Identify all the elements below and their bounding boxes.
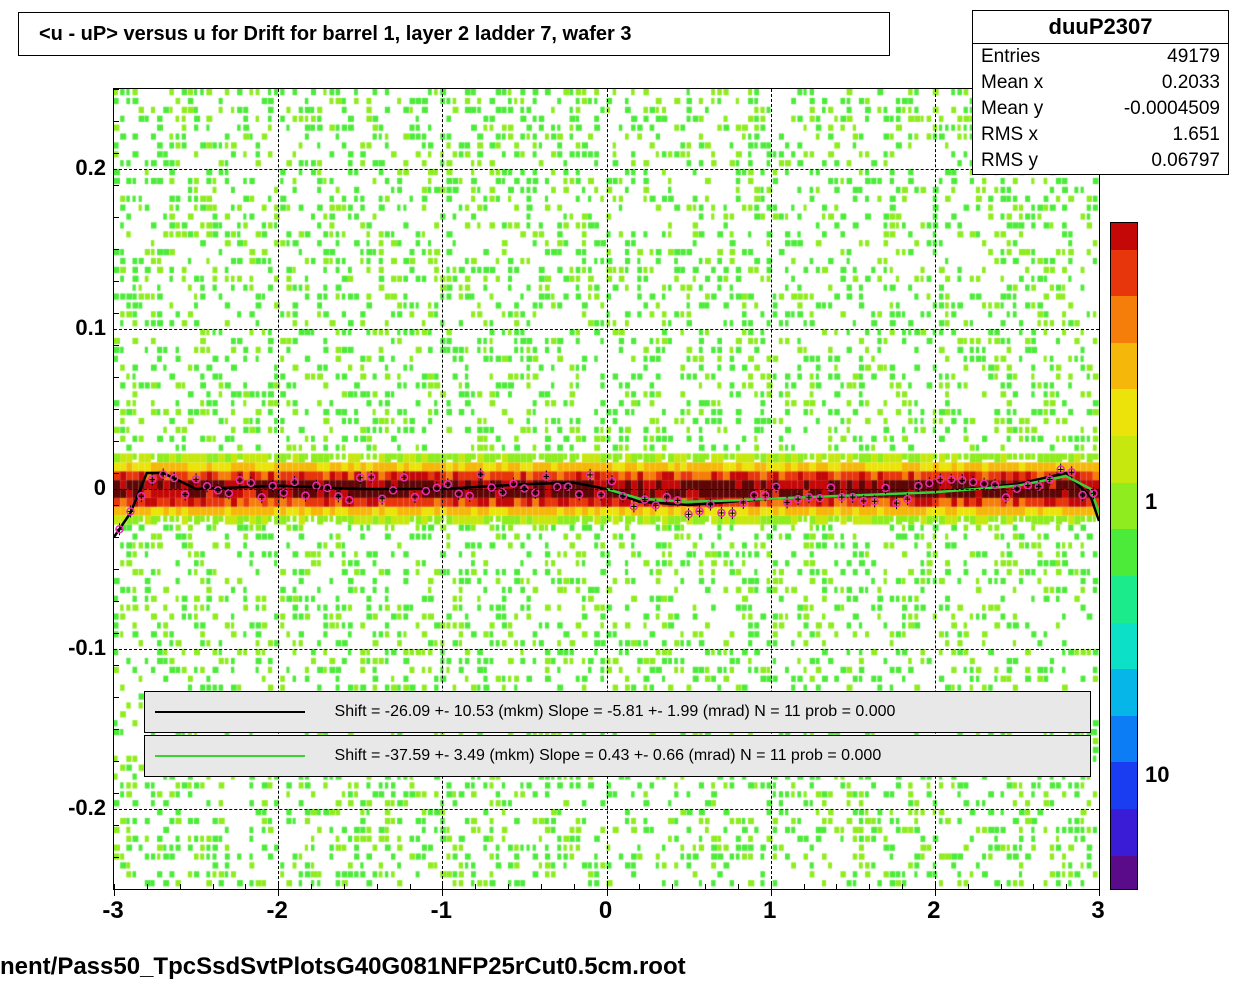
color-seg — [1111, 223, 1137, 250]
x-tick-label: 3 — [1091, 897, 1104, 925]
stats-value: 1.651 — [1172, 124, 1220, 146]
color-seg — [1111, 250, 1137, 297]
plot-title-text: <u - uP> versus u for Drift for barrel 1… — [39, 23, 631, 46]
stats-value: 49179 — [1167, 46, 1220, 68]
fit-legend-row: Shift = -26.09 +- 10.53 (mkm) Slope = -5… — [144, 691, 1092, 733]
stats-label: RMS y — [981, 150, 1038, 172]
x-tick-label: 1 — [763, 897, 776, 925]
color-seg — [1111, 716, 1137, 763]
x-tick-label: -3 — [102, 897, 123, 925]
stats-value: 0.06797 — [1151, 150, 1220, 172]
stats-row: RMS x 1.651 — [973, 122, 1228, 148]
stats-label: RMS x — [981, 124, 1038, 146]
stats-box: duuP2307 Entries 49179 Mean x 0.2033 Mean y -… — [972, 10, 1229, 175]
z-tick-label: 1 — [1145, 489, 1157, 515]
stats-label: Entries — [981, 46, 1040, 68]
color-seg — [1111, 389, 1137, 436]
x-tick-label: -2 — [266, 897, 287, 925]
legend-line-sample — [155, 755, 305, 757]
y-tick-label: 0 — [26, 475, 106, 501]
color-seg — [1111, 623, 1137, 670]
color-seg — [1111, 856, 1137, 889]
y-tick-label: 0.2 — [26, 155, 106, 181]
y-tick-label: -0.1 — [26, 635, 106, 661]
stats-label: Mean x — [981, 72, 1043, 94]
stats-value: -0.0004509 — [1124, 98, 1220, 120]
plot-title: <u - uP> versus u for Drift for barrel 1… — [18, 12, 890, 56]
color-seg — [1111, 576, 1137, 623]
color-seg — [1111, 343, 1137, 390]
stats-value: 0.2033 — [1162, 72, 1220, 94]
fit-legend-row: Shift = -37.59 +- 3.49 (mkm) Slope = 0.4… — [144, 735, 1092, 777]
z-tick-label: 10 — [1145, 762, 1169, 788]
x-tick-label: -1 — [431, 897, 452, 925]
color-bar — [1110, 222, 1138, 890]
legend-line-sample — [155, 711, 305, 713]
y-tick-label: 0.1 — [26, 315, 106, 341]
stats-row: Mean y -0.0004509 — [973, 96, 1228, 122]
legend-text: Shift = -26.09 +- 10.53 (mkm) Slope = -5… — [335, 703, 896, 721]
color-seg — [1111, 529, 1137, 576]
color-seg — [1111, 436, 1137, 483]
y-tick-label: -0.2 — [26, 795, 106, 821]
stats-name: duuP2307 — [973, 11, 1228, 44]
color-seg — [1111, 762, 1137, 809]
color-seg — [1111, 669, 1137, 716]
plot-area: Shift = -26.09 +- 10.53 (mkm) Slope = -5… — [113, 88, 1100, 890]
color-seg — [1111, 483, 1137, 530]
stats-row: Mean x 0.2033 — [973, 70, 1228, 96]
stats-label: Mean y — [981, 98, 1043, 120]
stats-row: RMS y 0.06797 — [973, 148, 1228, 174]
legend-text: Shift = -37.59 +- 3.49 (mkm) Slope = 0.4… — [335, 747, 882, 765]
color-seg — [1111, 809, 1137, 856]
stats-row: Entries 49179 — [973, 44, 1228, 70]
x-tick-label: 2 — [927, 897, 940, 925]
color-seg — [1111, 296, 1137, 343]
x-tick-label: 0 — [599, 897, 612, 925]
footer-text: nent/Pass50_TpcSsdSvtPlotsG40G081NFP25rC… — [0, 953, 686, 981]
